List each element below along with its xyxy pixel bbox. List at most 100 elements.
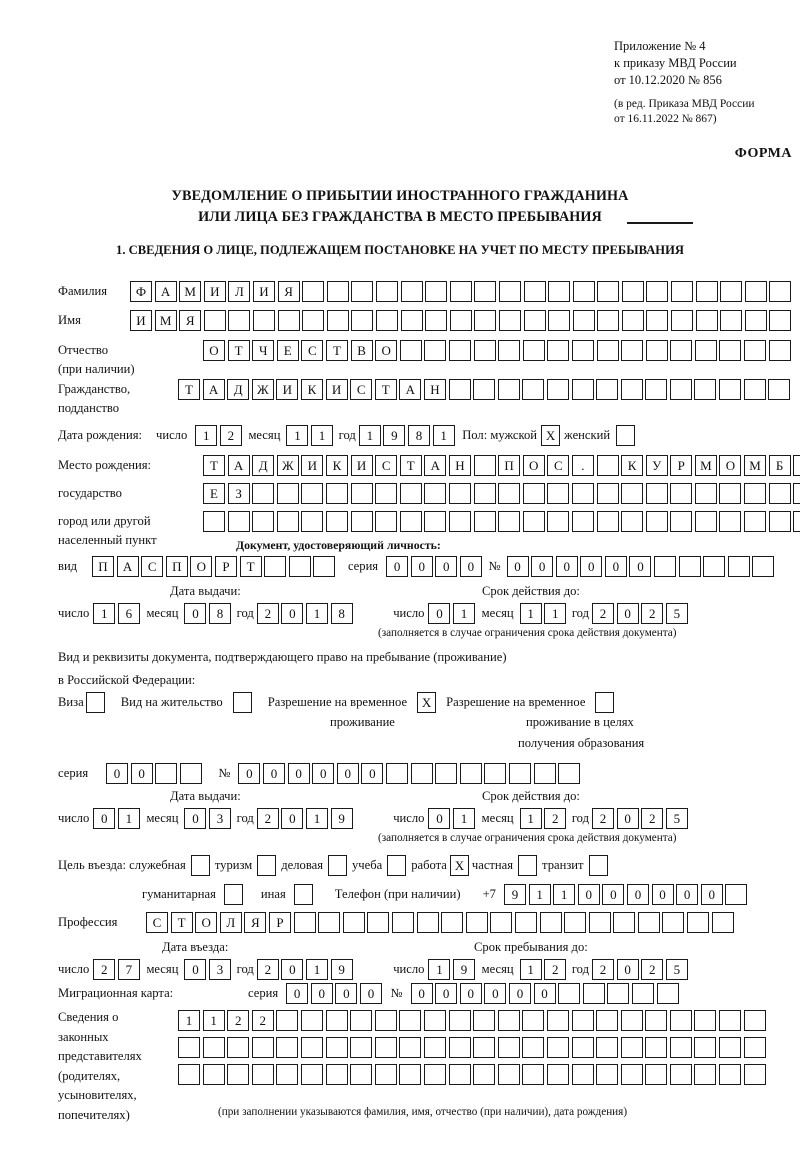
char-box[interactable]: 0: [435, 556, 458, 577]
char-box[interactable]: [473, 1064, 496, 1085]
sex-female-checkbox[interactable]: [616, 425, 636, 446]
char-box[interactable]: [435, 763, 458, 784]
char-box[interactable]: 2: [251, 1010, 274, 1031]
char-box[interactable]: 1: [528, 884, 551, 905]
char-box[interactable]: [768, 483, 791, 504]
char-box[interactable]: [571, 340, 594, 361]
char-box[interactable]: [571, 1037, 594, 1058]
char-box[interactable]: [654, 556, 677, 577]
char-box[interactable]: [645, 511, 668, 532]
char-box[interactable]: [302, 310, 325, 331]
purpose-private-checkbox[interactable]: [518, 855, 538, 876]
char-box[interactable]: С: [375, 455, 398, 476]
char-box[interactable]: [572, 281, 595, 302]
temp-residence-edu-checkbox[interactable]: [595, 692, 615, 713]
char-box[interactable]: 0: [616, 959, 639, 980]
char-box[interactable]: [497, 1037, 520, 1058]
char-box[interactable]: [621, 310, 644, 331]
char-box[interactable]: [711, 912, 734, 933]
char-box[interactable]: [743, 379, 766, 400]
char-box[interactable]: О: [522, 455, 545, 476]
char-box[interactable]: [400, 310, 423, 331]
char-box[interactable]: [597, 310, 620, 331]
char-box[interactable]: 0: [484, 983, 507, 1004]
char-box[interactable]: [695, 310, 718, 331]
char-box[interactable]: [744, 281, 767, 302]
char-box[interactable]: А: [399, 379, 422, 400]
char-box[interactable]: [424, 340, 447, 361]
char-box[interactable]: К: [300, 379, 323, 400]
char-box[interactable]: 0: [459, 983, 482, 1004]
char-box[interactable]: Т: [170, 912, 193, 933]
char-box[interactable]: [719, 483, 742, 504]
char-box[interactable]: [498, 310, 521, 331]
char-box[interactable]: [546, 1037, 569, 1058]
char-box[interactable]: [523, 281, 546, 302]
char-box[interactable]: 0: [184, 808, 207, 829]
char-box[interactable]: [621, 281, 644, 302]
char-box[interactable]: А: [202, 379, 225, 400]
char-box[interactable]: [264, 556, 287, 577]
char-box[interactable]: [719, 1037, 742, 1058]
char-box[interactable]: 1: [358, 425, 381, 446]
char-box[interactable]: 0: [359, 983, 382, 1004]
char-box[interactable]: 0: [651, 884, 674, 905]
char-box[interactable]: 0: [506, 556, 529, 577]
char-box[interactable]: [448, 340, 471, 361]
char-box[interactable]: [522, 340, 545, 361]
char-box[interactable]: [694, 1037, 717, 1058]
char-box[interactable]: [522, 1064, 545, 1085]
char-box[interactable]: [539, 912, 562, 933]
purpose-study-checkbox[interactable]: [387, 855, 407, 876]
char-box[interactable]: [645, 340, 668, 361]
purpose-work-checkbox[interactable]: X: [449, 855, 469, 876]
char-box[interactable]: И: [276, 379, 299, 400]
char-box[interactable]: З: [227, 483, 250, 504]
char-box[interactable]: 1: [117, 808, 140, 829]
char-box[interactable]: 2: [256, 808, 279, 829]
char-box[interactable]: [424, 511, 447, 532]
char-box[interactable]: [620, 1064, 643, 1085]
char-box[interactable]: 0: [336, 763, 359, 784]
char-box[interactable]: М: [154, 310, 177, 331]
char-box[interactable]: [399, 1037, 422, 1058]
char-box[interactable]: [374, 1064, 397, 1085]
char-box[interactable]: [719, 379, 742, 400]
char-box[interactable]: [473, 1037, 496, 1058]
char-box[interactable]: 1: [286, 425, 309, 446]
char-box[interactable]: 0: [281, 808, 304, 829]
char-box[interactable]: 0: [93, 808, 116, 829]
char-box[interactable]: [743, 1010, 766, 1031]
char-box[interactable]: 1: [306, 959, 329, 980]
char-box[interactable]: [548, 281, 571, 302]
char-box[interactable]: [375, 511, 398, 532]
char-box[interactable]: [473, 379, 496, 400]
char-box[interactable]: [350, 1010, 373, 1031]
char-box[interactable]: [558, 983, 581, 1004]
char-box[interactable]: [645, 1010, 668, 1031]
char-box[interactable]: [251, 1064, 274, 1085]
char-box[interactable]: 9: [330, 959, 353, 980]
char-box[interactable]: Д: [227, 379, 250, 400]
char-box[interactable]: [252, 511, 275, 532]
char-box[interactable]: [744, 340, 767, 361]
char-box[interactable]: [596, 1037, 619, 1058]
char-box[interactable]: 5: [665, 603, 688, 624]
char-box[interactable]: 9: [383, 425, 406, 446]
char-box[interactable]: [473, 1010, 496, 1031]
char-box[interactable]: 5: [665, 808, 688, 829]
char-box[interactable]: [350, 483, 373, 504]
char-box[interactable]: 2: [641, 808, 664, 829]
char-box[interactable]: [768, 511, 791, 532]
char-box[interactable]: [474, 281, 497, 302]
char-box[interactable]: Т: [374, 379, 397, 400]
char-box[interactable]: 0: [555, 556, 578, 577]
char-box[interactable]: 0: [310, 983, 333, 1004]
